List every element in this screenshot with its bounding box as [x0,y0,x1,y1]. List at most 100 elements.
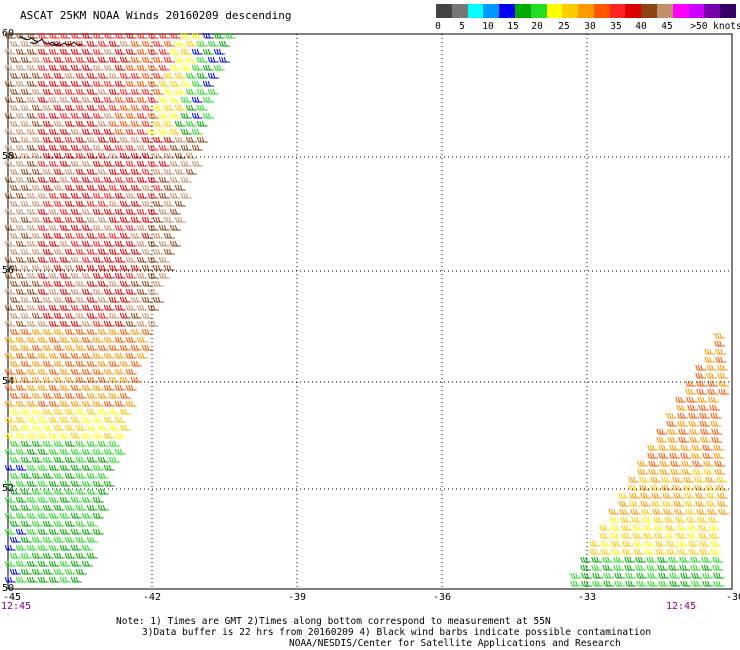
wind-barb [15,560,27,567]
wind-barb [666,420,678,427]
wind-barb [108,440,120,447]
wind-barb [97,312,109,319]
lon-tick-label: -39 [288,592,306,603]
wind-barb [152,232,164,239]
wind-barb [664,516,676,523]
wind-barb [86,184,98,191]
wind-barb [125,384,137,391]
wind-barb [202,64,214,71]
wind-barb [163,104,175,111]
legend-swatch [530,4,548,18]
wind-barb [666,540,678,547]
wind-barb [185,152,197,159]
wind-barb [125,240,137,247]
coastline [19,35,83,46]
wind-barb [37,96,49,103]
wind-barb [15,576,27,583]
wind-barb [70,272,82,279]
wind-barb [659,460,671,467]
wind-barb [136,176,148,183]
wind-barb [4,576,16,583]
wind-barb [97,232,109,239]
wind-barb [141,216,153,223]
wind-barb [103,336,115,343]
wind-barb [75,104,87,111]
wind-barb [141,104,153,111]
wind-barb [20,280,32,287]
wind-barb [125,224,137,231]
wind-barb [92,32,104,39]
wind-barb [53,216,65,223]
wind-barb [691,572,703,579]
wind-barb [114,32,126,39]
wind-barb [81,384,93,391]
wind-barb [600,540,612,547]
wind-barb [42,424,54,431]
wind-barb [26,560,38,567]
wind-barb [103,48,115,55]
wind-barb [169,208,181,215]
wind-barb [103,432,115,439]
wind-barb [81,352,93,359]
wind-barb [669,444,681,451]
grid-lines [8,34,732,589]
wind-barb [37,288,49,295]
wind-barb [86,488,98,495]
wind-barb [75,408,87,415]
wind-barb [53,520,65,527]
wind-barb [48,208,60,215]
wind-barb [4,416,16,423]
wind-barb [103,416,115,423]
wind-barb [103,400,115,407]
wind-barb [64,40,76,47]
wind-barb [685,508,697,515]
wind-barb [86,312,98,319]
wind-barb [31,120,43,127]
wind-barb [26,448,38,455]
wind-barb [75,568,87,575]
wind-barb [75,40,87,47]
wind-barb [37,384,49,391]
wind-barb [53,184,65,191]
wind-barb [31,472,43,479]
wind-barb [108,248,120,255]
wind-barb [163,248,175,255]
wind-barb [42,408,54,415]
wind-barb [114,208,126,215]
wind-barb [706,492,718,499]
wind-barb [42,72,54,79]
wind-barb [59,64,71,71]
wind-barb [92,464,104,471]
wind-barb [9,472,21,479]
wind-barb [618,500,630,507]
wind-barb [629,500,641,507]
wind-barb [70,320,82,327]
wind-barb [42,328,54,335]
wind-barb [125,336,137,343]
wind-barb [618,492,630,499]
wind-barb [652,508,664,515]
wind-barb [64,88,76,95]
wind-barb [698,404,710,411]
wind-barb [4,64,16,71]
legend-swatch [436,4,453,18]
wind-barb [59,176,71,183]
wind-barb [683,476,695,483]
wind-barb [224,32,236,39]
wind-barb [114,240,126,247]
wind-barb [625,572,637,579]
wind-barb [103,384,115,391]
wind-barb [97,136,109,143]
wind-barb [114,304,126,311]
wind-barb [103,368,115,375]
wind-barb [53,440,65,447]
wind-barb [136,320,148,327]
legend-label: 10 [482,21,494,32]
wind-barb [714,460,726,467]
lon-tick-label: -30 [726,592,740,603]
wind-barb [92,384,104,391]
wind-barb [174,152,186,159]
wind-barb [686,516,698,523]
wind-barb [31,232,43,239]
wind-barb [152,152,164,159]
